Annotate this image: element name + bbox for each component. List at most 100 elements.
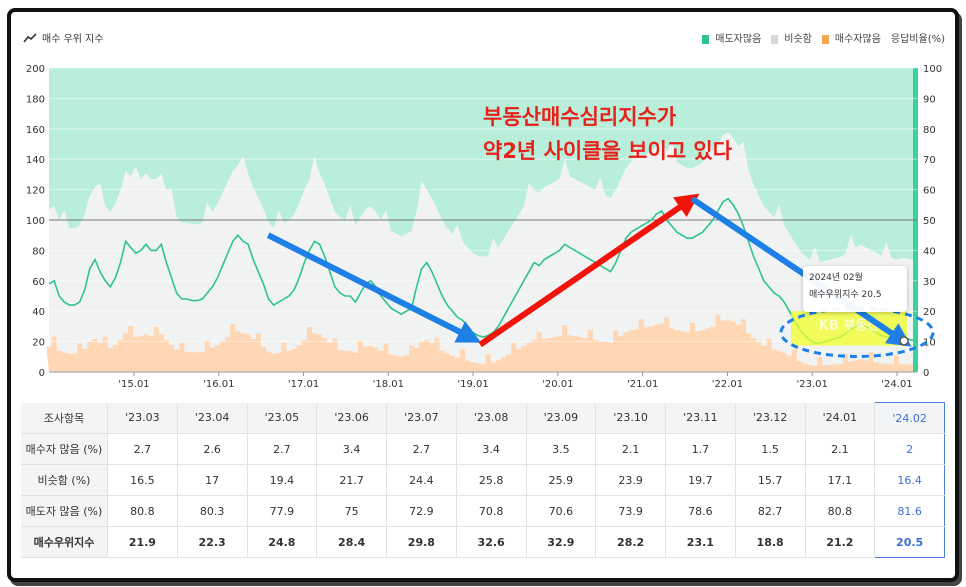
table-cell: 2 (874, 433, 945, 465)
table-row-label: 매수자 많음 (%) (21, 433, 108, 465)
blue-arrow (266, 232, 482, 343)
table-cell: 17 (177, 464, 248, 496)
table-cell: 24.4 (386, 464, 457, 496)
chart-title: 매수 우위 지수 (23, 30, 104, 45)
annotation-text: 부동산매수심리지수가 약2년 사이클을 보이고 있다 (483, 100, 732, 168)
table-month-header: '24.01 (805, 402, 876, 434)
table-cell: 19.4 (247, 464, 318, 496)
legend-buy[interactable]: 매수자많음 (821, 30, 881, 45)
x-tick-label: '20.01 (542, 379, 573, 390)
table-cell: 80.3 (177, 495, 248, 527)
y-right-tick-label: 0 (923, 368, 929, 379)
table-cell: 77.9 (247, 495, 318, 527)
highlight-ellipse (779, 306, 935, 358)
chart-title-text: 매수 우위 지수 (42, 34, 104, 45)
y-left-tick-label: 180 (26, 94, 45, 105)
table-month-header: '23.07 (386, 402, 457, 434)
table-cell: 28.2 (595, 526, 666, 558)
table-cell: 82.7 (735, 495, 806, 527)
table-cell: 32.6 (456, 526, 527, 558)
data-table: 조사항목 '23.03'23.04'23.05'23.06'23.07'23.08… (21, 402, 945, 558)
table-cell: 72.9 (386, 495, 457, 527)
table-cell: 80.8 (107, 495, 178, 527)
x-tick-label: '24.01 (881, 379, 912, 390)
y-left-tick-label: 0 (39, 368, 45, 379)
table-cell: 24.8 (247, 526, 318, 558)
table-cell: 16.5 (107, 464, 178, 496)
y-left-tick-label: 120 (26, 186, 45, 197)
table-cell: 23.9 (595, 464, 666, 496)
table-cell: 1.7 (665, 433, 736, 465)
tooltip-date: 2024년 02월 (809, 273, 863, 283)
x-tick-label: '22.01 (712, 379, 743, 390)
table-cell: 20.5 (874, 526, 945, 558)
table-cell: 2.1 (805, 433, 876, 465)
annotation-line-2: 약2년 사이클을 보이고 있다 (483, 139, 733, 163)
y-left-tick-label: 140 (26, 155, 45, 166)
y-right-tick-label: 20 (923, 307, 936, 318)
table-cell: 21.2 (805, 526, 876, 558)
table-cell: 15.7 (735, 464, 806, 496)
table-row: 매수우위지수 21.9 22.3 24.8 28.4 29.8 32.6 32.9 28.2 23… (21, 526, 945, 558)
table-cell: 1.5 (735, 433, 806, 465)
current-point-marker (899, 336, 909, 346)
legend-sell[interactable]: 매도자많음 (702, 30, 761, 45)
x-tick-label: '19.01 (457, 379, 488, 390)
table-month-header: '23.09 (526, 402, 597, 434)
table-cell: 21.9 (107, 526, 178, 558)
table-cell: 16.4 (874, 464, 945, 496)
table-row-label: 매수우위지수 (21, 526, 108, 558)
table-month-header: '23.10 (595, 402, 666, 434)
x-tick-label: '15.01 (118, 379, 149, 390)
y-left-tick-label: 100 (26, 216, 45, 227)
table-row: 매수자 많음 (%) 2.7 2.6 2.7 3.4 2.7 3.4 3.5 2.1 1.7 1.5… (21, 433, 945, 465)
table-cell: 73.9 (595, 495, 666, 527)
table-cell: 18.8 (735, 526, 806, 558)
y-right-tick-label: 50 (923, 216, 936, 227)
y-right-tick-label: 80 (923, 125, 936, 136)
table-row-label: 비슷함 (%) (21, 464, 108, 496)
y-right-tick-label: 90 (923, 94, 936, 105)
y-left-tick-label: 40 (32, 307, 45, 318)
table-cell: 32.9 (526, 526, 597, 558)
y-right-tick-label: 60 (923, 186, 936, 197)
table-month-header: '23.06 (316, 402, 387, 434)
x-tick-label: '16.01 (203, 379, 234, 390)
annotation-line-1: 부동산매수심리지수가 (483, 105, 677, 129)
table-cell: 17.1 (805, 464, 876, 496)
sell-ratio-area (49, 68, 917, 263)
table-month-header: '23.08 (456, 402, 527, 434)
table-row: 매도자 많음 (%) 80.8 80.3 77.9 75 72.9 70.8 70.6 73.9… (21, 495, 945, 527)
y-right-tick-label: 10 (923, 338, 936, 349)
watermark: KB 부동산 (819, 317, 879, 333)
y-right-tick-label: 70 (923, 155, 936, 166)
red-arrow (478, 193, 700, 348)
table-cell: 80.8 (805, 495, 876, 527)
chart-area: 0 20 40 60 80 100 120 140 160 180 200 0 10 20 30 40 50 60… (26, 64, 942, 390)
table-cell: 25.9 (526, 464, 597, 496)
y-left-tick-label: 200 (26, 64, 45, 75)
y-left-tick-label: 20 (32, 338, 45, 349)
table-cell: 21.7 (316, 464, 387, 496)
legend-similar[interactable]: 비슷함 (771, 30, 812, 45)
table-month-header: '23.03 (107, 402, 178, 434)
table-cell: 2.1 (595, 433, 666, 465)
table-cell: 2.7 (386, 433, 457, 465)
table-cell: 2.7 (107, 433, 178, 465)
chart-frame: 매수 우위 지수 매도자많음 비슷함 매수자많음 응답비율(%) 0 20 40 60… (7, 8, 959, 582)
table-corner-header: 조사항목 (21, 402, 108, 434)
table-header-row: 조사항목 '23.03'23.04'23.05'23.06'23.07'23.08… (21, 402, 945, 434)
table-cell: 29.8 (386, 526, 457, 558)
trend-icon (23, 32, 37, 42)
index-line (48, 197, 918, 344)
y-left-tick-label: 60 (32, 277, 45, 288)
buy-ratio-area (46, 314, 920, 372)
table-month-header: '23.11 (665, 402, 736, 434)
table-cell: 22.3 (177, 526, 248, 558)
table-cell: 70.6 (526, 495, 597, 527)
blue-arrow (690, 196, 912, 347)
table-cell: 78.6 (665, 495, 736, 527)
table-cell: 3.5 (526, 433, 597, 465)
table-cell: 81.6 (874, 495, 945, 527)
table-cell: 28.4 (316, 526, 387, 558)
